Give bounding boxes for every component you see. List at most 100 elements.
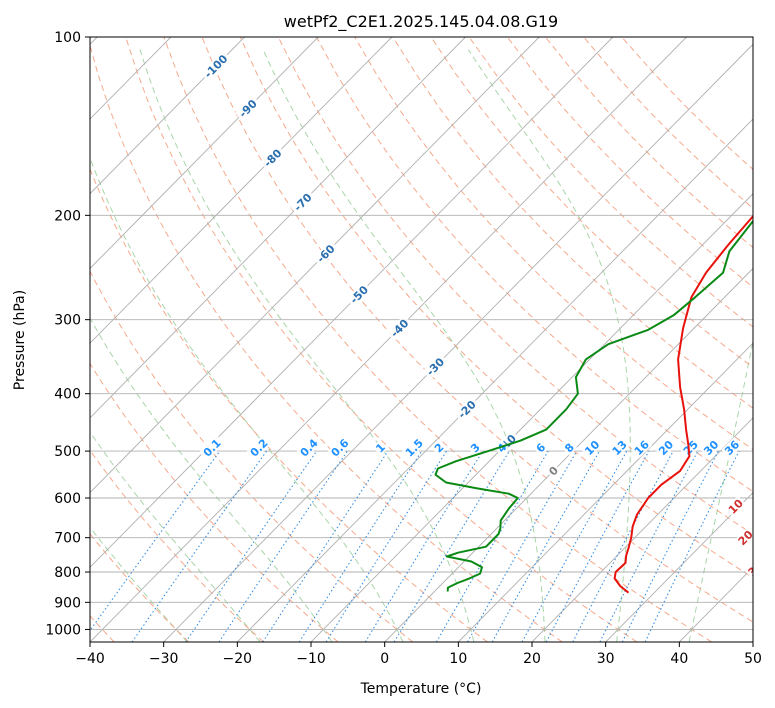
moist-adiabat-line: [262, 49, 546, 642]
y-tick-label: 500: [54, 444, 81, 460]
mixing-ratio-label-bg: [700, 437, 722, 459]
mixing-ratio-label-group: 6: [532, 439, 549, 456]
mixing-ratio-label-bg: [295, 434, 322, 461]
mixing-ratio-line: [393, 450, 510, 642]
mixing-ratio-label-group: 2: [430, 439, 448, 456]
y-tick-label: 300: [54, 313, 81, 329]
isotherm-label-group: 0: [545, 462, 562, 480]
mixing-ratio-label-bg: [401, 434, 428, 461]
mixing-ratio-line: [545, 450, 650, 642]
x-tick-label: −40: [75, 651, 105, 667]
x-tick-label: 40: [670, 651, 688, 667]
mixing-ratio-label-bg: [245, 434, 272, 461]
dry-adiabat-label-bg: [734, 527, 753, 549]
y-tick-label: 900: [54, 595, 81, 611]
mixing-ratio-label-bg: [532, 439, 549, 456]
dry-adiabat-line: [354, 37, 753, 451]
dry-adiabat-line: [201, 37, 753, 623]
x-axis-label: Temperature (°C): [360, 681, 482, 697]
mixing-ratio-label-bg: [721, 437, 743, 459]
mixing-ratio-line: [364, 450, 484, 642]
y-tick-label: 700: [54, 531, 81, 547]
dry-adiabats: [90, 37, 753, 642]
isotherm-line: [236, 118, 753, 642]
mixing-ratio-label-bg: [608, 437, 631, 459]
x-axis-ticks: −40 −30 −20 −10 0 10 20 30 40 50: [75, 642, 762, 667]
dry-adiabat-line: [316, 37, 753, 493]
dry-adiabat-line: [392, 37, 753, 409]
mixing-ratio-label-bg: [467, 439, 484, 456]
x-tick-label: 30: [597, 651, 615, 667]
dry-adiabat-line: [506, 37, 753, 288]
mixing-ratio-label-bg: [372, 439, 389, 456]
mixing-ratio-label-group: 3: [467, 439, 484, 456]
dry-adiabat-line: [90, 449, 264, 642]
isotherm-line: [90, 37, 540, 494]
isotherm-line: [90, 37, 245, 195]
mixing-ratio-label-bg: [655, 437, 677, 459]
mixing-ratio-label-bg: [630, 437, 653, 459]
mixing-ratio-line: [185, 450, 318, 642]
x-tick-label: 0: [380, 651, 389, 667]
mixing-ratio-label-bg: [430, 439, 448, 456]
isotherm-label-bg: [386, 315, 413, 342]
y-tick-label: 800: [54, 565, 81, 581]
plot-frame: [89, 36, 754, 643]
isotherm-line: [531, 417, 753, 642]
chart-title: wetPf2_C2E1.2025.145.04.08.G19: [284, 12, 558, 32]
mixing-ratio-line: [131, 450, 268, 642]
mixing-ratio-label-bg: [561, 439, 578, 456]
mixing-ratio-label-bg: [198, 434, 225, 461]
isotherm-label-bg: [234, 95, 261, 122]
dry-adiabat-line: [163, 37, 712, 642]
isotherm-line: [90, 37, 687, 642]
mixing-ratio-label-group: 1: [372, 439, 389, 456]
isotherm-label-bg: [422, 353, 449, 380]
dry-adiabat-line: [239, 37, 753, 579]
isotherm-line: [90, 37, 393, 344]
moist-adiabat-line: [90, 431, 261, 642]
isotherm-label-bg: [289, 189, 316, 216]
isotherm-line: [310, 193, 753, 642]
isotherm-label-bg: [345, 281, 373, 308]
mixing-ratio-line: [90, 450, 221, 632]
isotherm-label-bg: [312, 240, 339, 267]
mixing-ratio-line: [521, 450, 628, 642]
mixing-ratio-line: [218, 450, 348, 642]
isotherm-label-bg: [259, 144, 286, 171]
dry-adiabat-line: [90, 167, 488, 642]
x-tick-label: −30: [149, 651, 179, 667]
isotherm-line: [90, 37, 319, 270]
isotherm-label-bg: [545, 462, 562, 480]
mixing-ratio-label-group: 8: [561, 439, 578, 456]
x-tick-label: −10: [296, 651, 326, 667]
y-axis-label: Pressure (hPa): [12, 290, 28, 390]
isotherm-line: [605, 491, 753, 642]
isotherms: [90, 37, 753, 642]
isotherm-line: [163, 43, 753, 642]
isotherm-line: [384, 267, 753, 642]
sounding-series: [434, 214, 753, 594]
mixing-ratio-label-bg: [581, 437, 603, 459]
isotherm-label-bg: [453, 396, 480, 423]
plot-area: -100-90-80-70-60-50-40-30-20-10010203040…: [90, 37, 753, 642]
isotherm-line: [90, 37, 466, 419]
dry-adiabat-line: [468, 37, 753, 328]
x-tick-label: 10: [449, 651, 467, 667]
mixing-ratio-label-bg: [326, 434, 353, 461]
isotherm-line: [457, 342, 753, 642]
dry-adiabat-line: [430, 37, 753, 368]
dry-adiabat-line: [90, 43, 563, 642]
x-tick-label: 50: [744, 651, 762, 667]
x-tick-label: −20: [223, 651, 253, 667]
y-tick-label: 400: [54, 387, 81, 403]
moist-adiabat-line: [90, 526, 188, 642]
mixing-ratio-lines: [90, 450, 740, 642]
y-tick-label: 1000: [45, 622, 81, 638]
mixing-ratio-line: [621, 450, 719, 642]
y-axis-ticks: 100 200 300 400 500 600 700 800 900 1000: [45, 30, 90, 638]
moist-adiabat-line: [467, 49, 631, 642]
y-tick-label: 100: [54, 30, 81, 46]
y-tick-label: 200: [54, 208, 81, 224]
